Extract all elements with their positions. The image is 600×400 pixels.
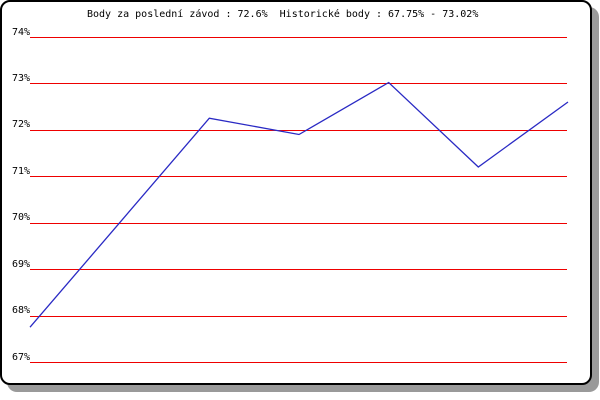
y-tick-label: 72% [12, 119, 31, 131]
y-tick-label: 69% [12, 258, 31, 270]
data-line [29, 81, 569, 328]
y-gridline [30, 222, 567, 224]
y-tick-label: 73% [12, 72, 31, 84]
y-gridline [30, 37, 567, 38]
y-tick-label: 68% [12, 305, 31, 317]
chart-panel: Body za poslední závod : 72.6% Historick… [0, 0, 592, 385]
y-gridline [30, 176, 567, 178]
y-tick-label: 71% [12, 165, 31, 177]
y-gridline [30, 83, 567, 85]
y-tick-label: 67% [12, 351, 31, 363]
y-gridline [30, 315, 567, 317]
y-gridline [30, 129, 567, 131]
y-tick-label: 70% [12, 212, 31, 224]
chart-title: Body za poslední závod : 72.6% Historick… [87, 9, 479, 20]
y-tick-label: 74% [12, 26, 31, 38]
y-gridline [30, 269, 567, 271]
y-gridline [30, 362, 567, 363]
